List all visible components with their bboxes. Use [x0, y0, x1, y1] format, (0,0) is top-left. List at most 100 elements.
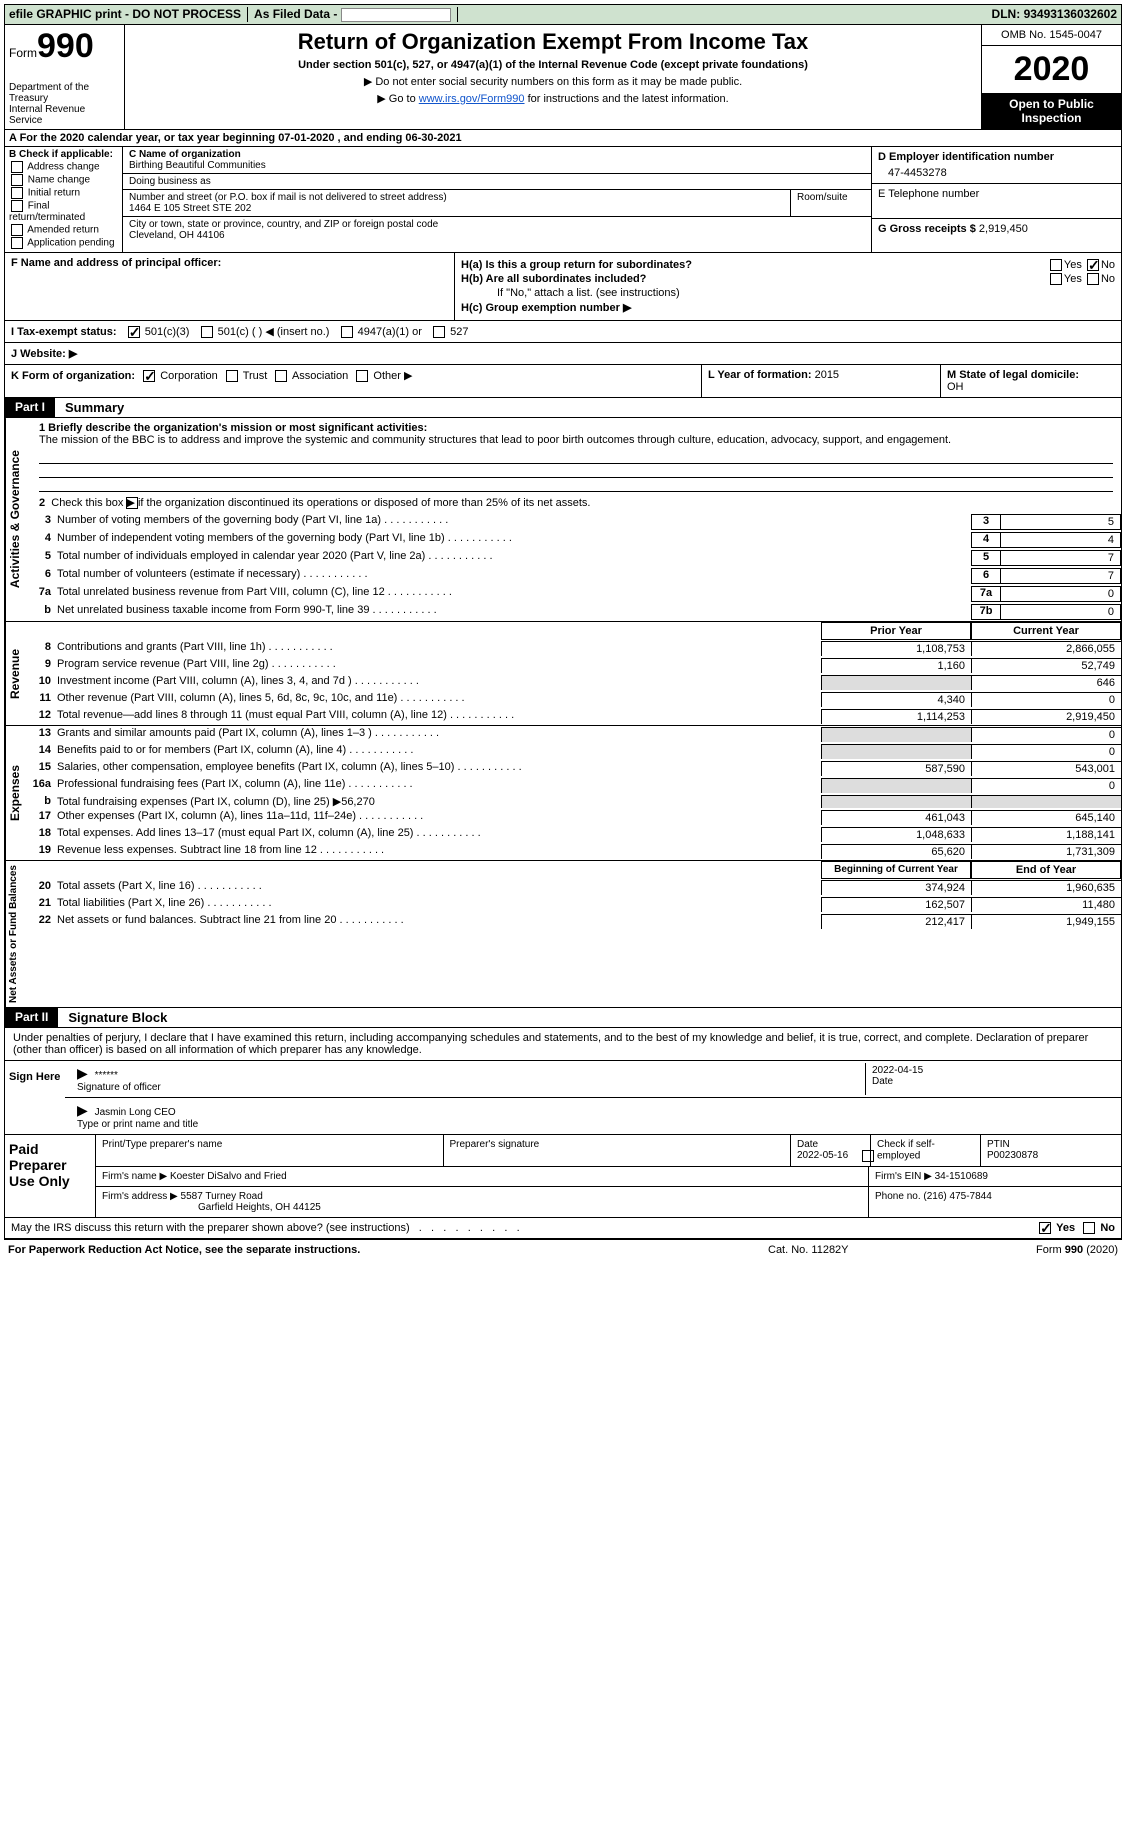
gov-line-6: 6Total number of volunteers (estimate if… — [31, 567, 1121, 585]
row-ij: I Tax-exempt status: 501(c)(3) 501(c) ( … — [4, 321, 1122, 365]
hb-label: H(b) Are all subordinates included? — [461, 273, 646, 285]
gov-line-7a: 7aTotal unrelated business revenue from … — [31, 585, 1121, 603]
gov-line-3: 3Number of voting members of the governi… — [31, 513, 1121, 531]
mayirs-no[interactable] — [1083, 1222, 1095, 1234]
irs-link[interactable]: www.irs.gov/Form990 — [419, 93, 525, 105]
exp-line-17: 17Other expenses (Part IX, column (A), l… — [31, 809, 1121, 826]
chk-trust[interactable] — [226, 370, 238, 382]
firm-ein-label: Firm's EIN ▶ — [875, 1171, 932, 1182]
chk-corp[interactable] — [143, 370, 155, 382]
chk-other[interactable] — [356, 370, 368, 382]
bcde-block: B Check if applicable: Address change Na… — [4, 147, 1122, 253]
perjury-declaration: Under penalties of perjury, I declare th… — [5, 1028, 1121, 1060]
net-line-22: 22Net assets or fund balances. Subtract … — [31, 913, 1121, 930]
col-b: B Check if applicable: Address change Na… — [5, 147, 123, 252]
chk-discontinued[interactable] — [126, 497, 138, 509]
chk-501c[interactable] — [201, 326, 213, 338]
hb-note: If "No," attach a list. (see instruction… — [461, 287, 1115, 299]
as-filed-label: As Filed Data - — [254, 7, 337, 21]
governance-section: Activities & Governance 1 Briefly descri… — [4, 418, 1122, 622]
topbar-mid: As Filed Data - — [247, 7, 458, 22]
rev-line-12: 12Total revenue—add lines 8 through 11 (… — [31, 708, 1121, 725]
as-filed-input[interactable] — [341, 8, 451, 22]
efile-topbar: efile GRAPHIC print - DO NOT PROCESS As … — [4, 4, 1122, 25]
firm-addr2: Garfield Heights, OH 44125 — [102, 1202, 321, 1213]
vstrip-net: Net Assets or Fund Balances — [5, 861, 31, 1007]
chk-address-change[interactable]: Address change — [9, 161, 118, 173]
sig-of-officer-label: Signature of officer — [77, 1082, 161, 1093]
dba-label: Doing business as — [129, 176, 211, 187]
city-row: City or town, state or province, country… — [123, 217, 871, 243]
principal-officer: F Name and address of principal officer: — [5, 253, 455, 320]
sig-stars: ****** — [95, 1070, 118, 1081]
row-i: I Tax-exempt status: 501(c)(3) 501(c) ( … — [5, 321, 1121, 343]
mayirs-yes[interactable] — [1039, 1222, 1051, 1234]
col-c: C Name of organization Birthing Beautifu… — [123, 147, 871, 252]
sig-line-2: Jasmin Long CEO Type or print name and t… — [65, 1098, 1121, 1134]
chk-assoc[interactable] — [275, 370, 287, 382]
hc-line: H(c) Group exemption number ▶ — [461, 301, 1115, 314]
hc-label: H(c) Group exemption number ▶ — [461, 302, 631, 314]
gross-label: G Gross receipts $ — [878, 223, 976, 235]
website-label: J Website: ▶ — [11, 348, 77, 360]
sub3-prefix: ▶ Go to — [377, 93, 418, 105]
phone-label: E Telephone number — [878, 188, 979, 200]
hb-yes[interactable] — [1050, 273, 1062, 285]
ein-value: 47-4453278 — [888, 167, 1115, 179]
street-label: Number and street (or P.O. box if mail i… — [129, 192, 447, 203]
row-k: K Form of organization: Corporation Trus… — [5, 365, 701, 386]
self-employed-box: Check if self-employed — [871, 1135, 981, 1166]
exp-line-16a: 16aProfessional fundraising fees (Part I… — [31, 777, 1121, 794]
row-j: J Website: ▶ — [5, 343, 1121, 364]
q1-text: The mission of the BBC is to address and… — [39, 434, 951, 446]
firm-phone: (216) 475-7844 — [923, 1191, 991, 1202]
current-year-hdr: Current Year — [971, 622, 1121, 640]
chk-initial-return[interactable]: Initial return — [9, 187, 118, 199]
chk-name-change[interactable]: Name change — [9, 174, 118, 186]
signature-block: Under penalties of perjury, I declare th… — [4, 1028, 1122, 1218]
row-a-period: A For the 2020 calendar year, or tax yea… — [4, 130, 1122, 147]
subtitle-3: ▶ Go to www.irs.gov/Form990 for instruct… — [133, 92, 973, 105]
dba-row: Doing business as — [123, 174, 871, 190]
footer-left: For Paperwork Reduction Act Notice, see … — [8, 1244, 768, 1256]
city-label: City or town, state or province, country… — [129, 219, 438, 230]
dept-line-1: Department of the — [9, 82, 120, 93]
footer: For Paperwork Reduction Act Notice, see … — [4, 1239, 1122, 1256]
exp-line-13: 13Grants and similar amounts paid (Part … — [31, 726, 1121, 743]
sub3-suffix: for instructions and the latest informat… — [525, 93, 729, 105]
ptin-label: PTIN — [987, 1139, 1010, 1150]
exp-line-14: 14Benefits paid to or for members (Part … — [31, 743, 1121, 760]
chk-501c3[interactable] — [128, 326, 140, 338]
form-org-label: K Form of organization: — [11, 370, 135, 382]
row-f-h: F Name and address of principal officer:… — [4, 253, 1122, 321]
gov-line-7b: bNet unrelated business taxable income f… — [31, 603, 1121, 621]
exp-line-15: 15Salaries, other compensation, employee… — [31, 760, 1121, 777]
rev-line-8: 8Contributions and grants (Part VIII, li… — [31, 640, 1121, 657]
chk-amended-return[interactable]: Amended return — [9, 224, 118, 236]
tax-status-label: I Tax-exempt status: — [11, 326, 117, 338]
rule2 — [39, 464, 1113, 478]
footer-right: Form 990 (2020) — [968, 1244, 1118, 1256]
org-name: Birthing Beautiful Communities — [129, 160, 266, 171]
net-assets-section: Net Assets or Fund Balances Beginning of… — [4, 861, 1122, 1008]
prep-sig-label: Preparer's signature — [444, 1135, 792, 1166]
chk-final-return[interactable]: Final return/terminated — [9, 200, 118, 223]
vstrip-expenses: Expenses — [5, 726, 31, 860]
net-line-20: 20Total assets (Part X, line 16)374,9241… — [31, 879, 1121, 896]
sign-here-label: Sign Here — [5, 1061, 65, 1134]
dln-label: DLN: — [992, 7, 1021, 21]
gross-receipts-box: G Gross receipts $ 2,919,450 — [872, 219, 1121, 239]
ha-yes[interactable] — [1050, 259, 1062, 271]
dept-line-2: Treasury — [9, 93, 120, 104]
gov-line-4: 4Number of independent voting members of… — [31, 531, 1121, 549]
year-formation: L Year of formation: 2015 — [702, 365, 941, 397]
ha-no[interactable] — [1087, 259, 1099, 271]
part1-tag: Part I — [5, 398, 55, 417]
net-year-header: Beginning of Current Year End of Year — [31, 861, 1121, 879]
hb-no[interactable] — [1087, 273, 1099, 285]
chk-527[interactable] — [433, 326, 445, 338]
chk-application-pending[interactable]: Application pending — [9, 237, 118, 249]
dln-value: 93493136032602 — [1024, 7, 1117, 21]
chk-self-employed[interactable] — [862, 1150, 874, 1162]
chk-4947[interactable] — [341, 326, 353, 338]
